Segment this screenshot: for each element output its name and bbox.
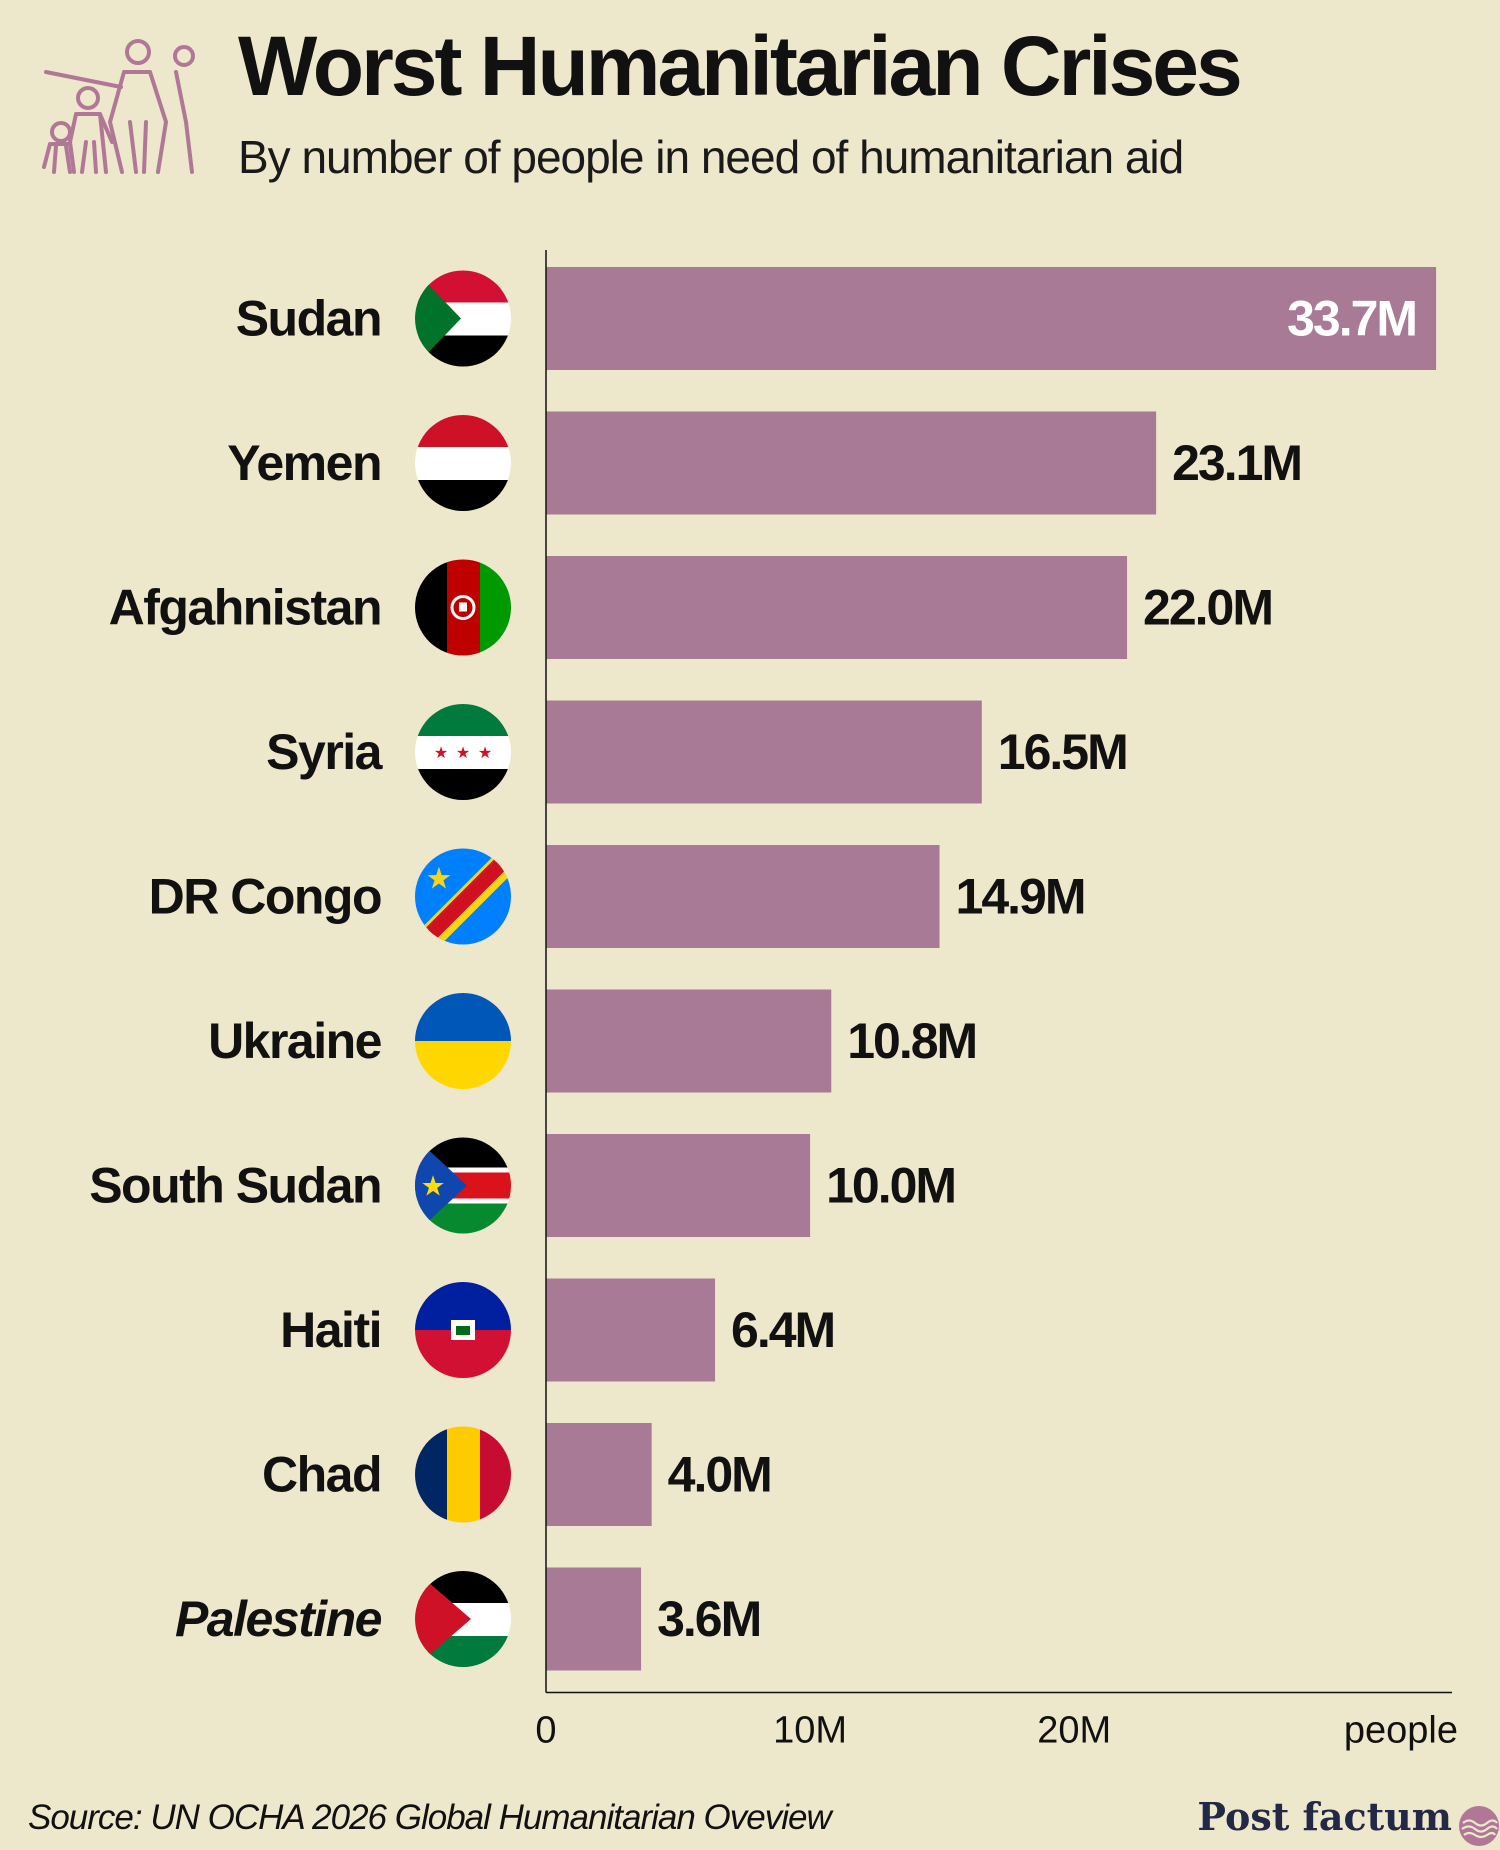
- bar: [546, 845, 940, 948]
- bar: [546, 700, 982, 804]
- bar: [546, 1567, 642, 1671]
- chad-flag-icon: [415, 1426, 511, 1523]
- x-tick-label: 20M: [1037, 1710, 1111, 1752]
- svg-text:★: ★: [478, 743, 492, 762]
- category-label: South Sudan: [89, 1158, 381, 1214]
- category-label: DR Congo: [149, 869, 381, 925]
- data-label: 33.7M: [1287, 291, 1416, 347]
- data-label: 23.1M: [1172, 435, 1301, 491]
- data-label: 6.4M: [731, 1302, 834, 1358]
- data-label: 3.6M: [657, 1591, 760, 1647]
- category-label: Palestine: [175, 1591, 382, 1647]
- source-note: Source: UN OCHA 2026 Global Humanitarian…: [28, 1798, 832, 1837]
- svg-text:★: ★: [420, 1170, 445, 1203]
- page-title: Worst Humanitarian Crises: [238, 19, 1243, 113]
- drcongo-flag-icon: ★: [415, 848, 511, 945]
- category-label: Haiti: [280, 1302, 381, 1358]
- family-refugees-icon: [42, 39, 195, 174]
- data-label: 10.8M: [847, 1013, 976, 1069]
- bar: [546, 1423, 652, 1526]
- page-subtitle: By number of people in need of humanitar…: [238, 131, 1184, 183]
- x-tick-label: 10M: [773, 1710, 847, 1752]
- palestine-flag-icon: [415, 1571, 511, 1667]
- x-axis-title: people: [1344, 1710, 1458, 1752]
- category-label: Afgahnistan: [109, 580, 381, 636]
- afghanistan-flag-icon: [415, 559, 511, 656]
- svg-text:★: ★: [434, 743, 448, 762]
- data-label: 16.5M: [998, 724, 1127, 780]
- ukraine-flag-icon: [415, 993, 511, 1089]
- southsudan-flag-icon: ★: [415, 1137, 511, 1234]
- data-label: 22.0M: [1143, 580, 1272, 636]
- category-label: Ukraine: [208, 1013, 382, 1069]
- bar: [546, 267, 1437, 370]
- syria-flag-icon: ★ ★ ★: [415, 704, 511, 800]
- category-label: Chad: [262, 1447, 381, 1503]
- haiti-flag-icon: [415, 1282, 511, 1378]
- bar: [546, 556, 1128, 659]
- category-label: Syria: [266, 724, 384, 780]
- yemen-flag-icon: [415, 415, 511, 511]
- waves-logo-icon: [1459, 1806, 1499, 1846]
- bar: [546, 1134, 811, 1237]
- category-label: Yemen: [227, 435, 381, 491]
- brand-name: Post factum: [1197, 1794, 1452, 1839]
- bar: [546, 411, 1157, 515]
- bar-chart: ★ ★ ★ ★ ★: [89, 250, 1458, 1752]
- data-label: 14.9M: [956, 869, 1085, 925]
- bar: [546, 1278, 716, 1382]
- svg-text:★: ★: [426, 862, 453, 897]
- sudan-flag-icon: [415, 270, 511, 367]
- data-label: 4.0M: [668, 1447, 771, 1503]
- data-label: 10.0M: [826, 1158, 955, 1214]
- x-tick-label: 0: [535, 1710, 556, 1752]
- bar: [546, 989, 832, 1093]
- category-label: Sudan: [236, 291, 381, 347]
- svg-text:★: ★: [456, 743, 470, 762]
